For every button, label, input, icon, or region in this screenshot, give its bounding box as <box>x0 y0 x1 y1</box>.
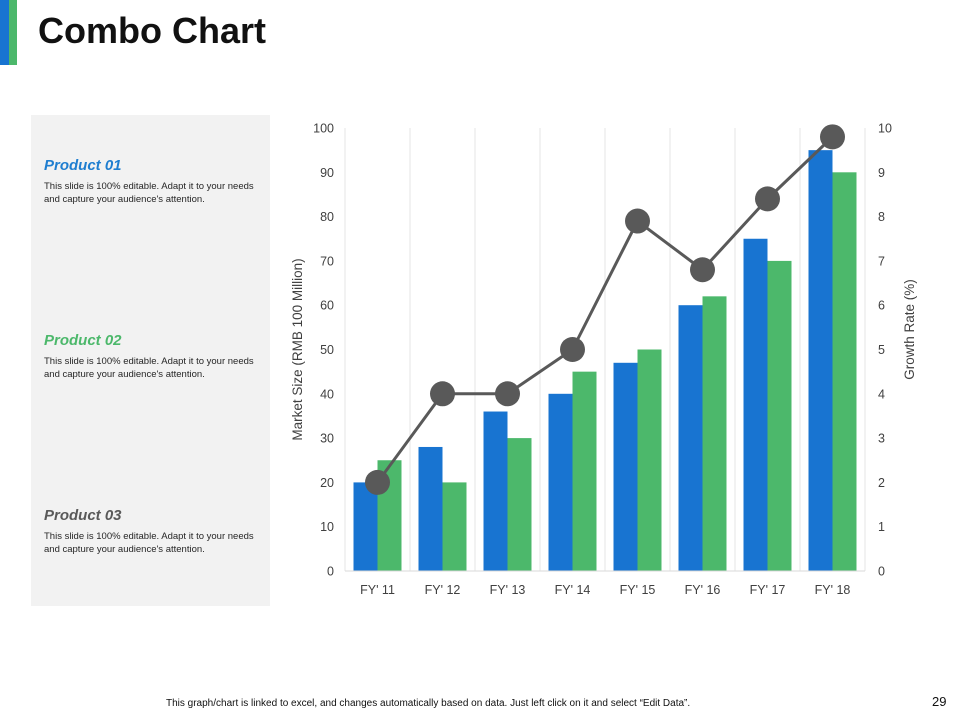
growth-rate-point-4 <box>560 337 585 362</box>
slide-title: Combo Chart <box>38 10 266 51</box>
bar-series-1-1 <box>353 482 378 571</box>
bar-series-1-7 <box>743 238 768 571</box>
growth-rate-point-1 <box>365 469 390 495</box>
growth-rate-line-layer <box>365 124 845 495</box>
x-tick-label-7: FY' 17 <box>750 583 786 597</box>
x-tick-label-3: FY' 13 <box>490 583 526 597</box>
y-tick-label-0: 0 <box>327 565 334 579</box>
growth-rate-point-2 <box>430 381 455 407</box>
combo-chart[interactable]: FY' 11 FY' 12 FY' 13 FY' 14 FY' 15 FY' 16 FY' … <box>280 110 920 610</box>
y-tick-label-7: 70 <box>320 254 334 268</box>
bar-series-1-6 <box>678 305 703 571</box>
growth-rate-point-3 <box>495 381 520 407</box>
y-tick-label-2: 20 <box>320 476 334 490</box>
bar-series-2-6 <box>702 296 727 571</box>
y-tick-label-9: 90 <box>320 166 334 180</box>
y2-axis-title: Growth Rate (%) <box>902 279 917 380</box>
bar-series-2-4 <box>572 371 597 571</box>
bar-series-2-3 <box>507 438 532 571</box>
bar-series-2-2 <box>442 482 467 571</box>
bar-series-1-2 <box>418 446 443 571</box>
footer-note: This graph/chart is linked to excel, and… <box>166 698 691 709</box>
y-tick-label-8: 80 <box>320 210 334 224</box>
x-tick-label-1: FY' 11 <box>360 583 395 597</box>
product-block-3: Product 03 This slide is 100% editable. … <box>44 507 264 556</box>
x-tick-label-2: FY' 12 <box>425 583 461 597</box>
bar-series-1-5 <box>613 362 638 571</box>
bar-series-1-3 <box>483 411 508 571</box>
growth-rate-point-8 <box>820 124 845 150</box>
x-tick-label-8: FY' 18 <box>815 583 851 597</box>
product-3-name: Product 03 <box>44 507 122 524</box>
product-2-description: This slide is 100% editable. Adapt it to… <box>44 356 254 380</box>
bar-series-2-8 <box>832 172 857 572</box>
growth-rate-point-7 <box>755 186 780 212</box>
y-tick-label-1: 10 <box>320 520 334 534</box>
y2-tick-label-1: 1 <box>878 520 885 534</box>
x-tick-label-4: FY' 14 <box>555 583 591 597</box>
product-panel: Product 01 This slide is 100% editable. … <box>31 115 270 606</box>
growth-rate-point-6 <box>690 257 715 283</box>
y2-tick-label-5: 5 <box>878 343 885 357</box>
growth-rate-point-5 <box>625 208 650 234</box>
bar-series-2-5 <box>637 349 662 571</box>
product-1-name: Product 01 <box>44 157 122 174</box>
x-tick-label-6: FY' 16 <box>685 583 721 597</box>
bar-series-1-8 <box>808 150 833 571</box>
y-tick-label-6: 60 <box>320 299 334 313</box>
y-tick-label-4: 40 <box>320 387 334 401</box>
y-tick-label-5: 50 <box>320 343 334 357</box>
y2-tick-label-2: 2 <box>878 476 885 490</box>
y2-tick-label-4: 4 <box>878 387 885 401</box>
y-tick-label-3: 30 <box>320 432 334 446</box>
y2-tick-label-6: 6 <box>878 299 885 313</box>
bar-series-2-7 <box>767 260 792 571</box>
product-1-description: This slide is 100% editable. Adapt it to… <box>44 181 254 205</box>
y2-tick-label-3: 3 <box>878 432 885 446</box>
chart-gridlines <box>344 128 866 571</box>
product-3-description: This slide is 100% editable. Adapt it to… <box>44 531 254 555</box>
bar-series-1-4 <box>548 393 573 571</box>
y2-tick-label-8: 8 <box>878 210 885 224</box>
y-axis-title: Market Size (RMB 100 Million) <box>290 258 305 440</box>
y2-tick-label-0: 0 <box>878 565 885 579</box>
y2-tick-label-10: 10 <box>878 122 892 136</box>
y2-tick-label-7: 7 <box>878 254 885 268</box>
page-number: 29 <box>932 694 947 709</box>
accent-bar-green <box>9 0 17 65</box>
product-block-2: Product 02 This slide is 100% editable. … <box>44 332 264 381</box>
accent-bar-blue <box>0 0 9 65</box>
y-tick-label-10: 100 <box>313 122 334 136</box>
title-accent-bar <box>0 0 17 65</box>
y2-tick-label-9: 9 <box>878 166 885 180</box>
product-2-name: Product 02 <box>44 332 122 349</box>
chart-axes: FY' 11 FY' 12 FY' 13 FY' 14 FY' 15 FY' 16 FY' … <box>313 122 892 598</box>
x-tick-label-5: FY' 15 <box>620 583 656 597</box>
product-block-1: Product 01 This slide is 100% editable. … <box>44 157 264 206</box>
chart-bars <box>353 150 857 572</box>
